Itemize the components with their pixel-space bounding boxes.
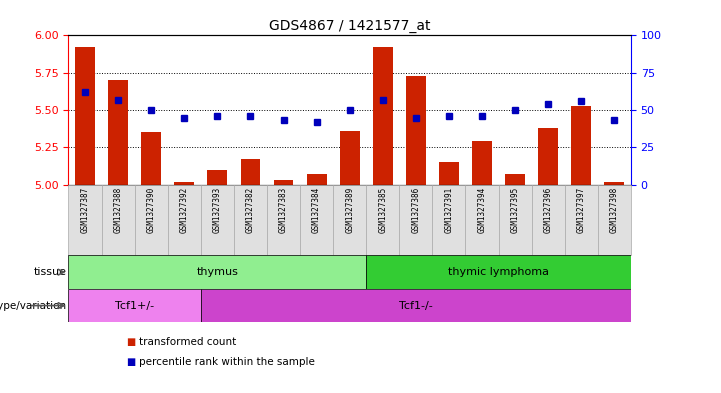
Bar bbox=[201, 185, 234, 255]
Text: GSM1327398: GSM1327398 bbox=[610, 187, 619, 233]
Bar bbox=[340, 131, 360, 185]
Title: GDS4867 / 1421577_at: GDS4867 / 1421577_at bbox=[269, 19, 430, 33]
Text: GSM1327395: GSM1327395 bbox=[510, 187, 520, 233]
Bar bbox=[565, 185, 598, 255]
Bar bbox=[466, 185, 498, 255]
Text: GSM1327384: GSM1327384 bbox=[312, 187, 321, 233]
Text: GSM1327385: GSM1327385 bbox=[379, 187, 387, 233]
Text: GSM1327394: GSM1327394 bbox=[477, 187, 487, 233]
Bar bbox=[241, 159, 260, 185]
Text: Tcf1-/-: Tcf1-/- bbox=[399, 301, 433, 310]
Text: GSM1327396: GSM1327396 bbox=[544, 187, 553, 233]
Text: thymus: thymus bbox=[196, 267, 239, 277]
Text: GSM1327392: GSM1327392 bbox=[180, 187, 189, 233]
Bar bbox=[539, 128, 558, 185]
Text: GSM1327386: GSM1327386 bbox=[412, 187, 420, 233]
Text: Tcf1+/-: Tcf1+/- bbox=[115, 301, 154, 310]
Bar bbox=[174, 182, 194, 185]
Text: transformed count: transformed count bbox=[139, 337, 236, 347]
Bar bbox=[306, 174, 327, 185]
Bar bbox=[333, 185, 366, 255]
Bar bbox=[433, 185, 466, 255]
Bar bbox=[472, 141, 492, 185]
Text: ■: ■ bbox=[126, 356, 136, 367]
Text: GSM1327390: GSM1327390 bbox=[146, 187, 156, 233]
Bar bbox=[498, 185, 531, 255]
Text: GSM1327383: GSM1327383 bbox=[279, 187, 288, 233]
Bar bbox=[234, 185, 267, 255]
Text: GSM1327382: GSM1327382 bbox=[246, 187, 255, 233]
Text: GSM1327393: GSM1327393 bbox=[213, 187, 222, 233]
Bar bbox=[571, 106, 591, 185]
Bar bbox=[68, 289, 201, 322]
Bar bbox=[267, 185, 300, 255]
Bar bbox=[399, 185, 433, 255]
Text: ■: ■ bbox=[126, 337, 136, 347]
Bar bbox=[406, 76, 426, 185]
Bar bbox=[598, 185, 631, 255]
Bar bbox=[102, 185, 135, 255]
Bar bbox=[201, 289, 631, 322]
Text: GSM1327397: GSM1327397 bbox=[577, 187, 585, 233]
Bar bbox=[531, 185, 565, 255]
Bar bbox=[505, 174, 525, 185]
Bar bbox=[68, 255, 366, 289]
Bar bbox=[300, 185, 333, 255]
Text: GSM1327391: GSM1327391 bbox=[444, 187, 454, 233]
Bar bbox=[168, 185, 201, 255]
Text: genotype/variation: genotype/variation bbox=[0, 301, 67, 310]
Bar bbox=[439, 162, 459, 185]
Bar bbox=[68, 185, 102, 255]
Bar bbox=[273, 180, 293, 185]
Text: GSM1327389: GSM1327389 bbox=[345, 187, 354, 233]
Bar bbox=[604, 182, 624, 185]
Bar bbox=[366, 185, 399, 255]
Bar bbox=[108, 80, 128, 185]
Bar bbox=[366, 255, 631, 289]
Text: GSM1327387: GSM1327387 bbox=[81, 187, 89, 233]
Bar bbox=[135, 185, 168, 255]
Text: thymic lymphoma: thymic lymphoma bbox=[448, 267, 549, 277]
Bar bbox=[141, 132, 161, 185]
Text: GSM1327388: GSM1327388 bbox=[114, 187, 123, 233]
Bar bbox=[373, 47, 393, 185]
Text: tissue: tissue bbox=[34, 267, 67, 277]
Bar bbox=[208, 170, 227, 185]
Text: percentile rank within the sample: percentile rank within the sample bbox=[139, 356, 315, 367]
Bar bbox=[75, 47, 95, 185]
